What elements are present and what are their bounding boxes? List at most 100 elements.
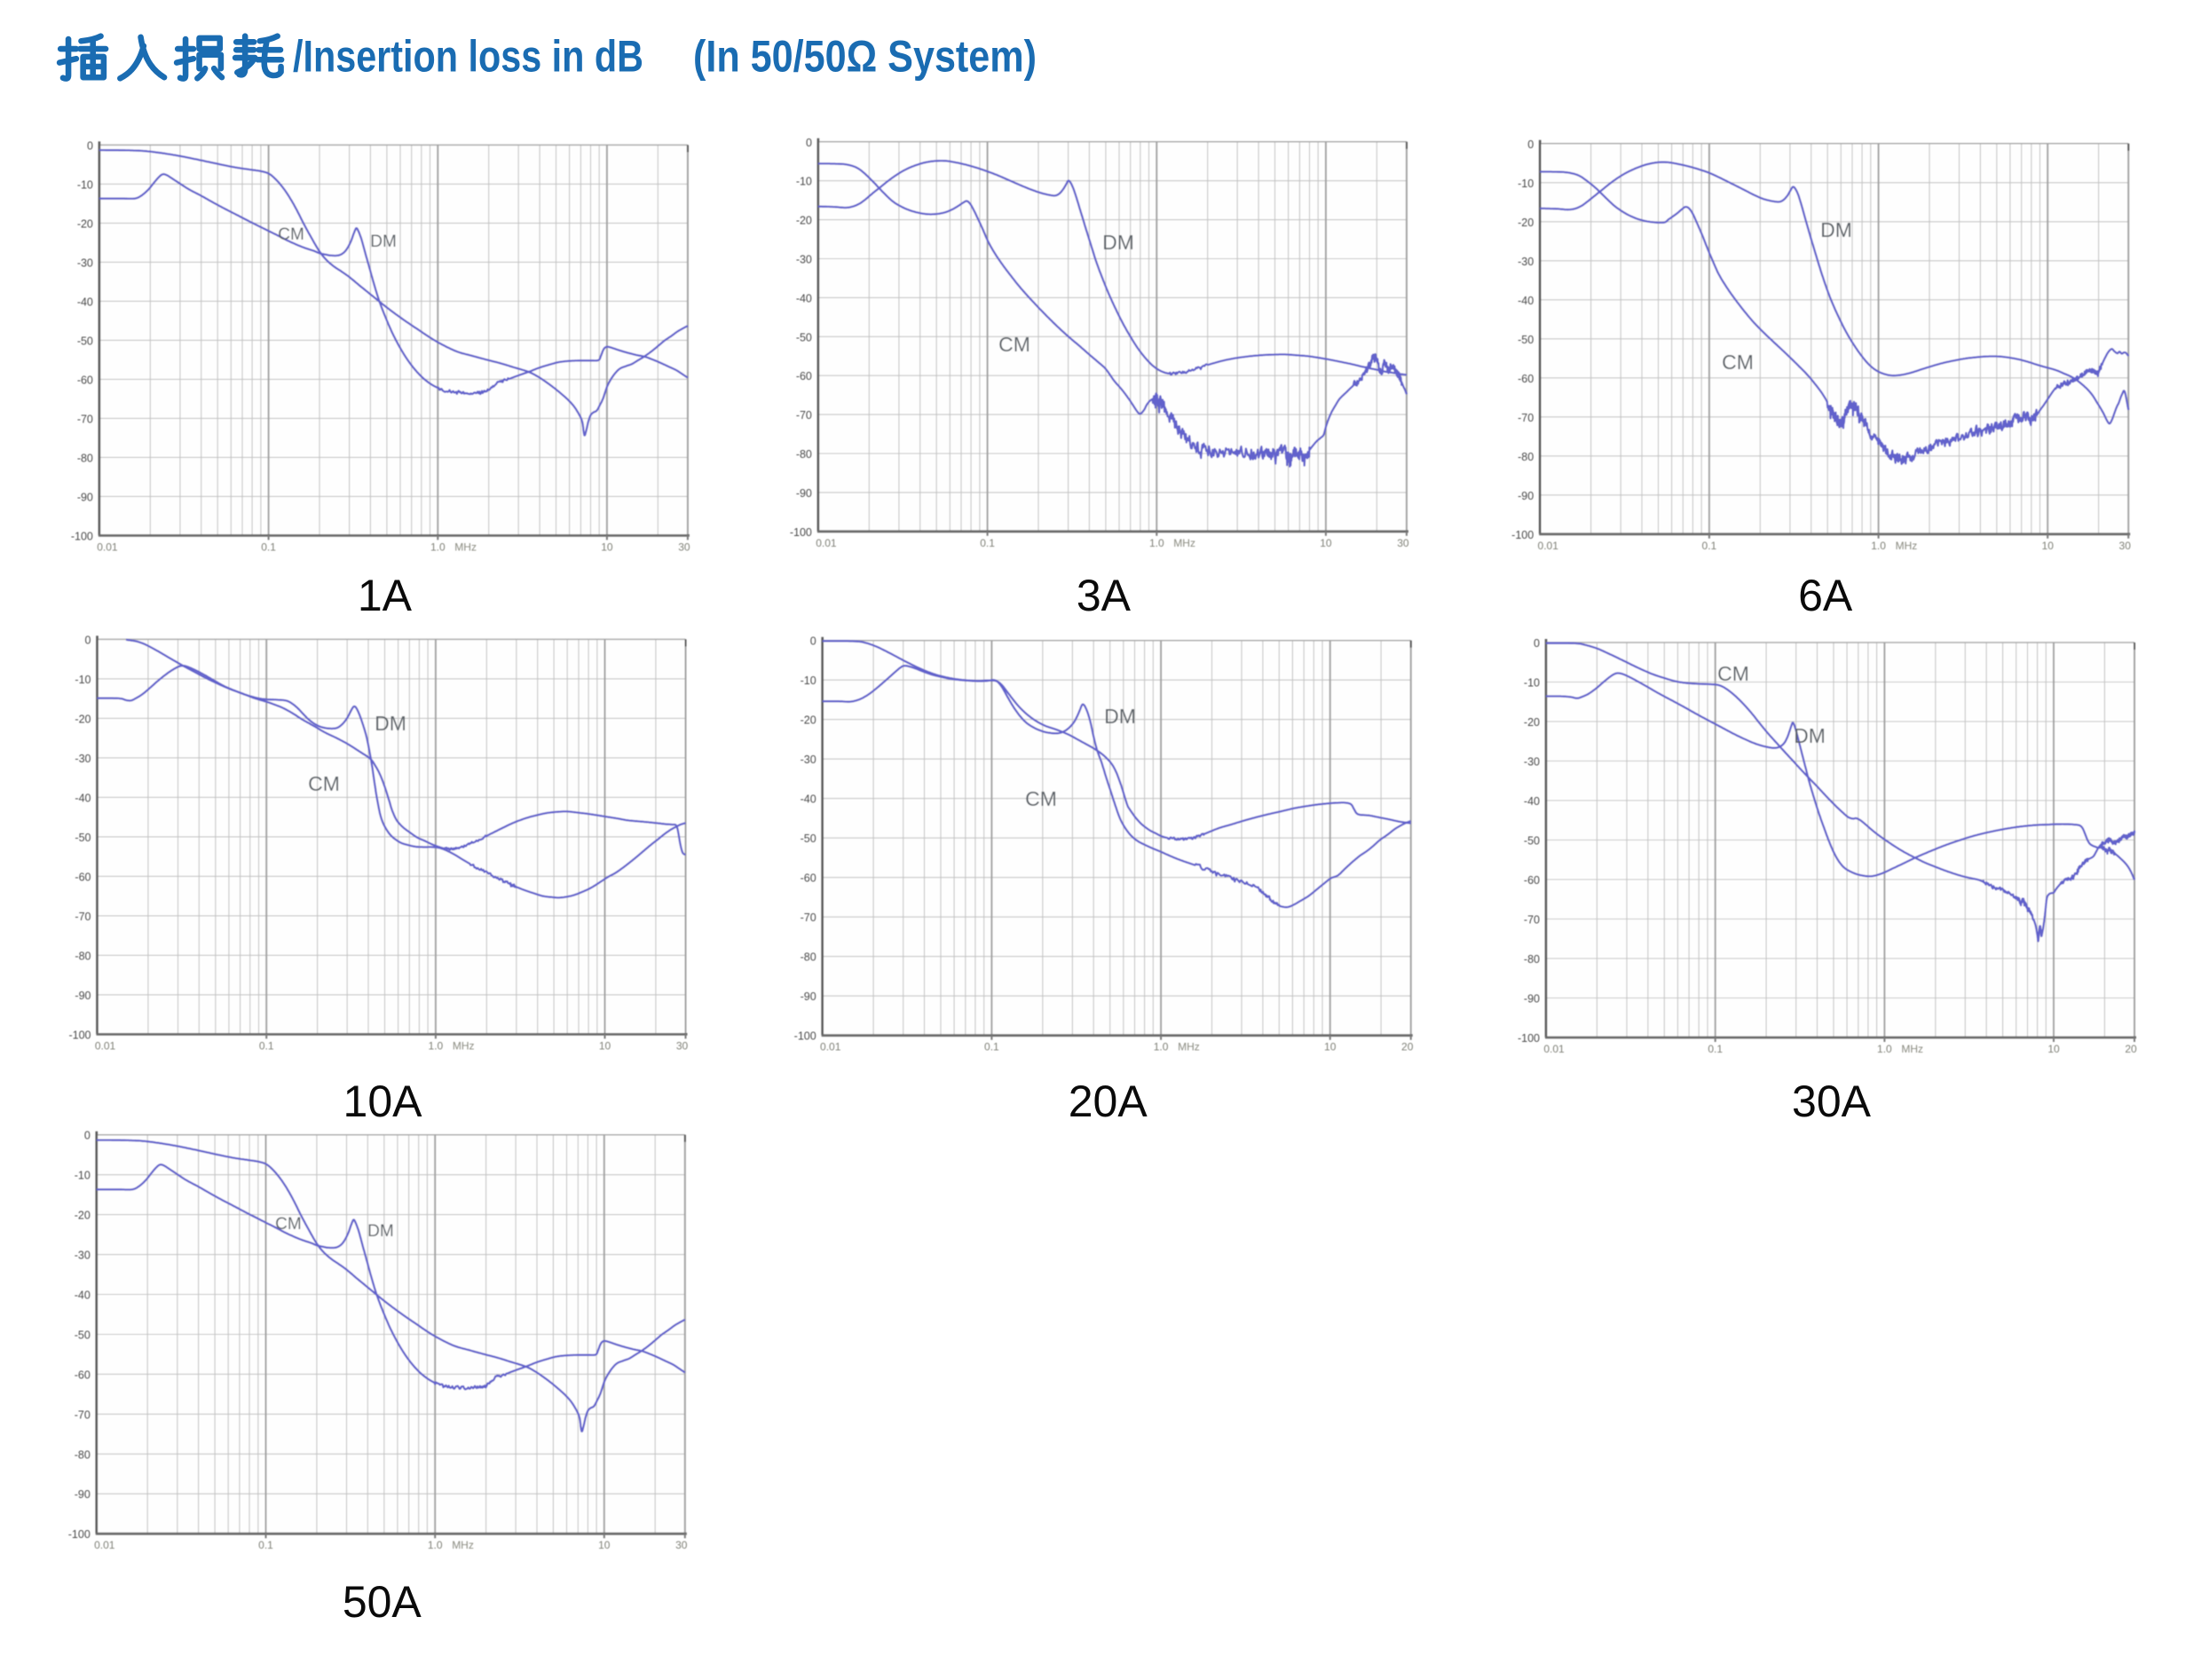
svg-text:-40: -40 [796,292,812,304]
svg-text:/Insertion loss in dB: /Insertion loss in dB [293,32,643,82]
svg-text:-80: -80 [796,448,812,461]
svg-text:0.1: 0.1 [984,1041,999,1053]
svg-text:-10: -10 [75,1170,91,1182]
svg-text:-10: -10 [801,674,816,687]
svg-text:-70: -70 [1524,914,1540,927]
svg-text:-20: -20 [796,215,812,227]
svg-text:-60: -60 [77,374,93,386]
svg-text:MHz: MHz [452,1539,474,1551]
svg-text:-70: -70 [75,911,91,923]
svg-text:-30: -30 [801,753,816,766]
svg-text:1.0: 1.0 [1877,1043,1892,1055]
svg-text:-30: -30 [1518,256,1534,268]
svg-text:0: 0 [87,139,93,152]
svg-text:-50: -50 [75,832,91,844]
svg-text:10: 10 [1324,1041,1337,1053]
svg-text:-80: -80 [77,452,93,464]
svg-text:-90: -90 [1518,490,1534,502]
svg-text:30: 30 [676,1039,689,1052]
svg-text:3A: 3A [1077,571,1132,620]
svg-text:1.0: 1.0 [429,1039,444,1052]
svg-text:0.01: 0.01 [1538,540,1559,552]
svg-text:30: 30 [675,1539,688,1551]
svg-text:-70: -70 [801,911,816,924]
svg-text:20: 20 [1401,1041,1414,1053]
svg-text:-30: -30 [77,256,93,269]
svg-text:-40: -40 [1524,795,1540,808]
svg-text:-80: -80 [75,950,91,962]
svg-text:-100: -100 [71,530,93,542]
svg-text:DM: DM [1820,218,1852,241]
svg-text:0.1: 0.1 [258,1539,273,1551]
svg-text:MHz: MHz [1901,1043,1923,1055]
svg-text:DM: DM [1794,724,1826,747]
svg-text:-20: -20 [801,714,816,727]
svg-text:-80: -80 [1518,451,1534,463]
svg-text:1.0: 1.0 [430,540,446,553]
svg-text:-100: -100 [790,526,812,539]
svg-text:10: 10 [2047,1043,2060,1055]
svg-text:30: 30 [1397,537,1409,549]
svg-text:20A: 20A [1069,1077,1148,1126]
svg-text:DM: DM [370,233,397,251]
svg-text:-50: -50 [1524,835,1540,848]
svg-text:-50: -50 [796,331,812,343]
svg-text:DM: DM [1102,231,1134,254]
svg-text:-20: -20 [77,217,93,230]
svg-text:0: 0 [1534,637,1540,650]
svg-text:-40: -40 [77,296,93,308]
svg-text:-100: -100 [1518,1032,1540,1045]
svg-text:10: 10 [599,1039,611,1052]
svg-text:0.01: 0.01 [97,540,118,553]
svg-text:CM: CM [1717,662,1749,685]
svg-text:MHz: MHz [454,540,477,553]
svg-text:CM: CM [275,1215,302,1234]
svg-text:CM: CM [998,333,1030,356]
svg-text:0.1: 0.1 [1708,1043,1723,1055]
svg-text:0: 0 [85,634,91,646]
svg-text:1.0: 1.0 [1149,537,1164,549]
svg-text:1.0: 1.0 [428,1539,443,1551]
svg-text:-80: -80 [75,1448,91,1461]
svg-text:-30: -30 [75,753,91,765]
svg-text:-20: -20 [1518,217,1534,229]
svg-text:10: 10 [1320,537,1332,549]
svg-text:-70: -70 [796,409,812,422]
svg-text:-60: -60 [801,872,816,885]
svg-text:1A: 1A [358,571,413,620]
svg-text:30: 30 [678,540,690,553]
svg-text:-100: -100 [1511,529,1534,541]
svg-text:-70: -70 [77,413,93,425]
svg-text:-60: -60 [75,1368,91,1381]
svg-text:-90: -90 [801,990,816,1003]
svg-text:-30: -30 [1524,756,1540,769]
svg-text:-100: -100 [68,1029,91,1041]
svg-text:-100: -100 [68,1528,91,1541]
svg-text:1.0: 1.0 [1154,1041,1169,1053]
svg-text:0.1: 0.1 [1702,540,1717,552]
svg-text:0.01: 0.01 [816,537,837,549]
svg-text:10A: 10A [343,1077,423,1126]
svg-text:CM: CM [1722,351,1754,374]
svg-text:-10: -10 [1524,677,1540,690]
svg-text:-90: -90 [77,491,93,503]
svg-text:10: 10 [601,540,613,553]
svg-text:-90: -90 [75,990,91,1002]
svg-text:-50: -50 [75,1329,91,1342]
svg-text:-10: -10 [796,176,812,188]
svg-text:0: 0 [810,635,816,648]
svg-text:30A: 30A [1792,1077,1872,1126]
svg-text:CM: CM [278,225,304,244]
svg-text:-10: -10 [1518,177,1534,190]
svg-text:DM: DM [367,1222,394,1241]
svg-text:0.01: 0.01 [94,1539,115,1551]
svg-text:-90: -90 [1524,993,1540,1006]
svg-text:20: 20 [2125,1043,2137,1055]
svg-text:MHz: MHz [1173,537,1195,549]
svg-text:0.1: 0.1 [980,537,995,549]
svg-text:-40: -40 [75,1290,91,1302]
svg-text:-40: -40 [801,793,816,806]
svg-text:0.01: 0.01 [95,1039,116,1052]
svg-text:DM: DM [1104,705,1136,728]
svg-text:0: 0 [806,137,812,149]
